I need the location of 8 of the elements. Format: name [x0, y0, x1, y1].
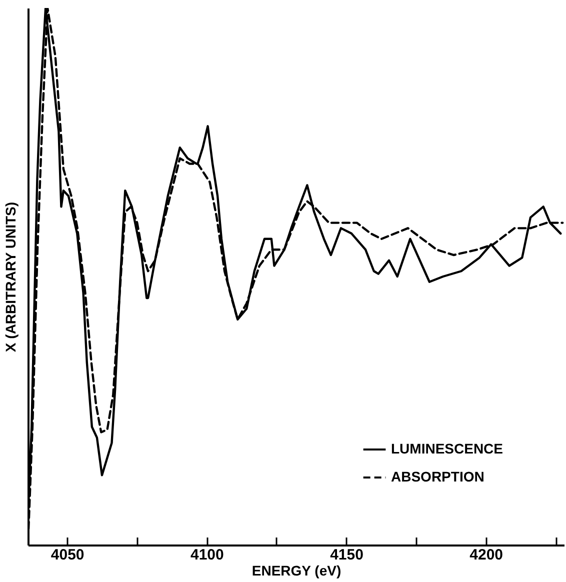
x-tick-label: 4100 [190, 546, 224, 564]
x-tick-label: 4200 [470, 546, 504, 564]
x-axis-title: ENERGY (eV) [252, 562, 342, 578]
legend-label: ABSORPTION [391, 468, 484, 484]
x-tick-label: 4050 [50, 546, 84, 564]
legend-label: LUMINESCENCE [391, 440, 504, 456]
y-axis-title: X (ARBITRARY UNITS) [2, 202, 18, 352]
x-tick-label: 4150 [330, 546, 364, 564]
